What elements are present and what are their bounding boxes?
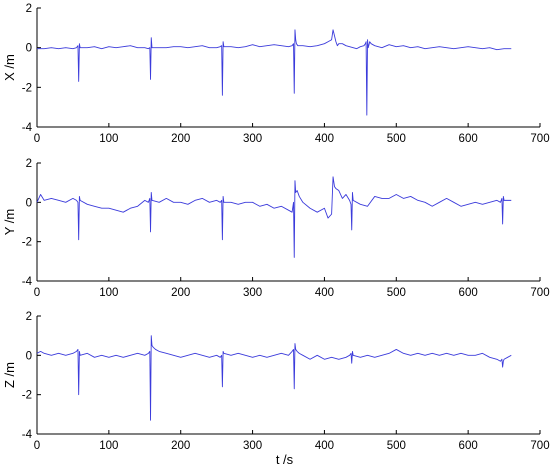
y-axis-label: X /m [2,54,17,81]
panel-z-position: 0 100 200 300 400 500 600 700 -4 -2 0 2 Z /m t /s [2,311,550,467]
y-tick-label: 2 [26,3,32,15]
series-line-z-m [36,335,512,421]
y-tick-label: 0 [26,43,32,55]
x-tick-label: 300 [243,133,262,145]
x-tick-label: 400 [315,287,334,299]
x-tick-label: 500 [387,133,406,145]
y-tick-label: -2 [22,237,32,249]
x-tick-label: 200 [171,287,190,299]
x-tick-label: 600 [459,287,478,299]
x-tick-label: 0 [34,440,40,452]
x-tick-label: 200 [171,440,190,452]
x-tick-label: 100 [99,287,118,299]
x-tick-label: 100 [99,133,118,145]
x-tick-label: 400 [315,133,334,145]
y-tick-label: 2 [26,158,32,170]
x-axis-label: t /s [276,452,294,467]
y-axis-label: Y /m [2,209,17,236]
x-tick-label: 700 [530,287,549,299]
x-tick-label: 400 [315,440,334,452]
x-tick-label: 100 [99,440,118,452]
x-tick-label: 500 [387,287,406,299]
series-line-x-m [37,29,512,116]
y-tick-label: 0 [26,197,32,209]
x-tick-label: 700 [530,440,549,452]
y-tick-label: -2 [22,82,32,94]
panel-x-position: 0 100 200 300 400 500 600 700 -4 -2 0 2 X /m [2,3,550,145]
y-tick-label: -4 [22,122,33,134]
y-tick-label: 0 [26,350,32,362]
y-axis-label: Z /m [2,362,17,388]
x-tick-label: 200 [171,133,190,145]
x-tick-label: 600 [459,440,478,452]
x-tick-label: 500 [387,440,406,452]
y-tick-label: -4 [22,429,33,441]
panel-y-position: 0 100 200 300 400 500 600 700 -4 -2 0 2 Y /m [2,158,550,299]
y-tick-label: 2 [26,311,32,323]
y-tick-label: -2 [22,390,32,402]
x-tick-label: 700 [530,133,549,145]
x-tick-label: 0 [34,133,40,145]
series-line-y-m [36,176,512,258]
x-tick-label: 300 [243,440,262,452]
x-tick-label: 600 [459,133,478,145]
x-tick-label: 300 [243,287,262,299]
y-tick-label: -4 [22,276,33,288]
x-tick-label: 0 [34,287,40,299]
